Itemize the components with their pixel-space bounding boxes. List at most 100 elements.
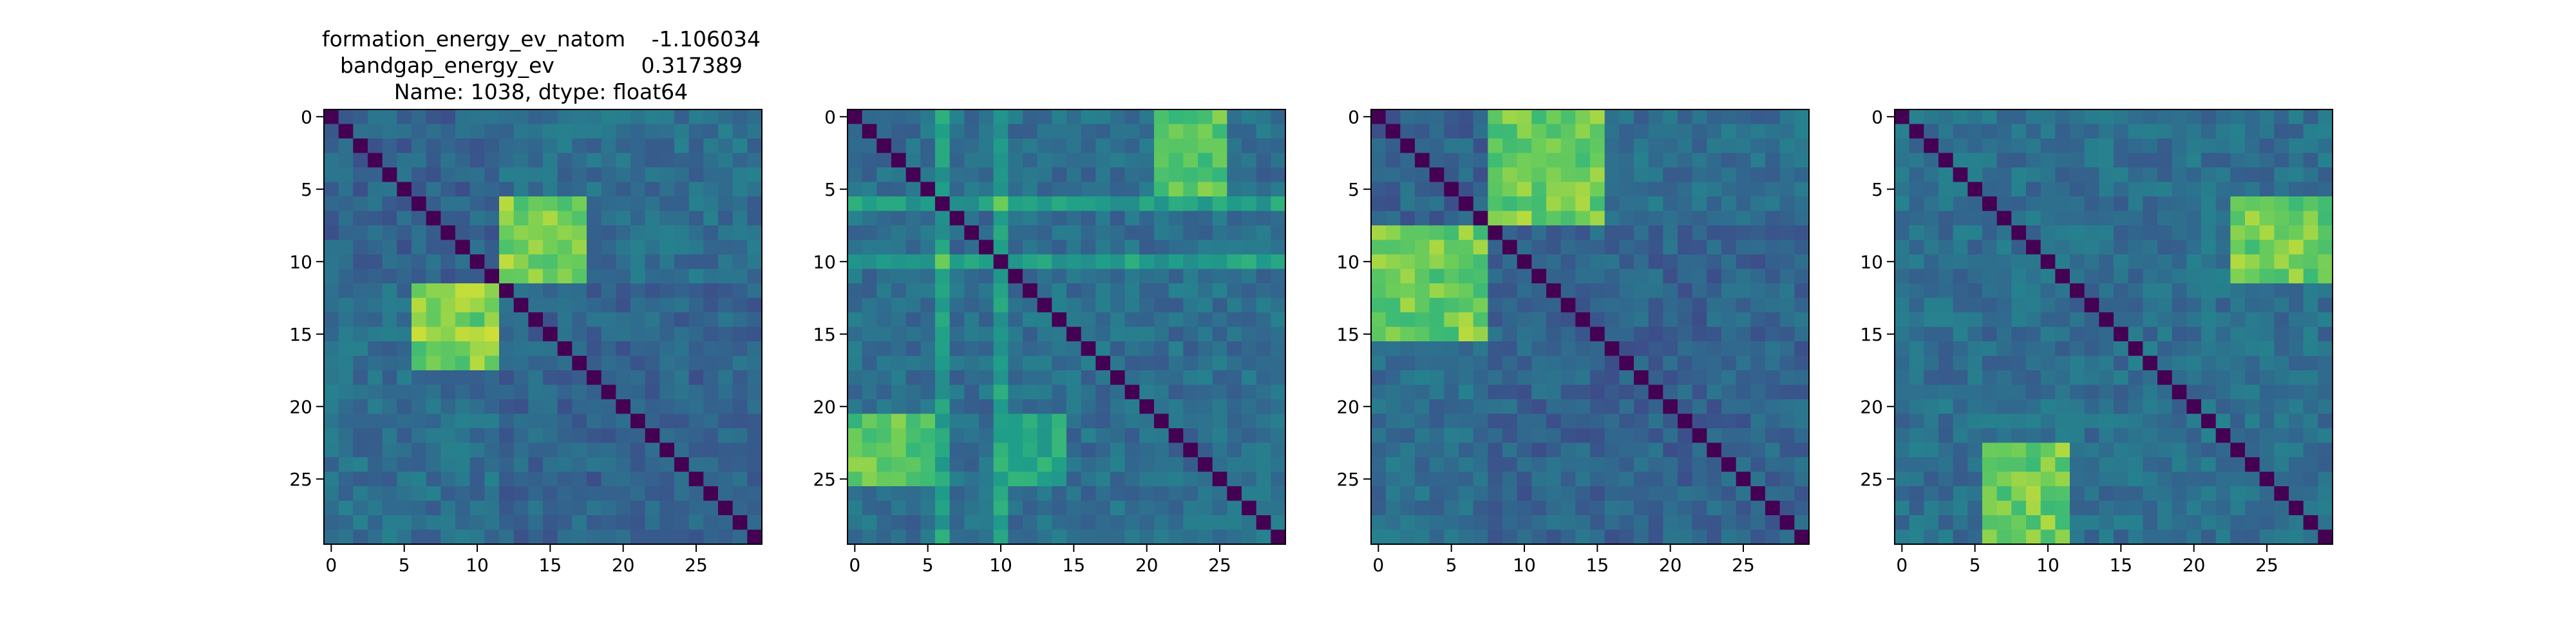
heatmap-cell <box>1604 327 1620 342</box>
heatmap-cell <box>382 240 397 255</box>
heatmap-cell <box>674 254 690 269</box>
heatmap-cell <box>862 211 877 226</box>
heatmap-cell <box>1124 529 1140 545</box>
heatmap-cell <box>513 196 529 211</box>
heatmap-cell <box>1429 153 1444 168</box>
heatmap-cell <box>2318 109 2333 124</box>
heatmap-cell <box>2070 138 2085 153</box>
heatmap-cell <box>368 413 383 429</box>
heatmap-cell <box>1459 138 1474 153</box>
heatmap-cell <box>1692 138 1707 153</box>
heatmap-cell <box>1037 529 1052 545</box>
heatmap-cell <box>1938 298 1954 313</box>
heatmap-cell <box>1154 283 1170 298</box>
heatmap-cell <box>1996 515 2012 530</box>
heatmap-cell <box>2303 457 2318 472</box>
heatmap-cell <box>1575 109 1591 124</box>
heatmap-cell <box>1707 515 1722 530</box>
heatmap-cell <box>1996 500 2012 516</box>
heatmap-cell <box>935 428 951 443</box>
heatmap-cell <box>2289 471 2304 487</box>
heatmap-cell <box>1139 413 1155 429</box>
heatmap-cell <box>2114 428 2129 443</box>
heatmap-cell <box>2215 500 2231 516</box>
heatmap-cell <box>1604 138 1620 153</box>
heatmap-cell <box>469 413 485 429</box>
heatmap-cell <box>587 341 602 356</box>
heatmap-cell <box>1488 225 1503 240</box>
heatmap-cell <box>2026 153 2041 168</box>
heatmap-cell <box>1385 327 1401 342</box>
heatmap-cell <box>1938 515 1954 530</box>
heatmap-cell <box>1560 327 1576 342</box>
heatmap-cell <box>935 211 951 226</box>
heatmap-cell <box>1242 124 1257 139</box>
heatmap-cell <box>1779 413 1795 429</box>
heatmap-cell <box>2157 240 2173 255</box>
heatmap-cell <box>2201 196 2217 211</box>
heatmap-cell <box>732 196 748 211</box>
heatmap-cell <box>2172 413 2187 429</box>
heatmap-cell <box>1678 457 1693 472</box>
heatmap-cell <box>993 240 1009 255</box>
heatmap-cell <box>601 355 616 371</box>
heatmap-cell <box>2084 500 2099 516</box>
heatmap-cell <box>616 457 631 472</box>
heatmap-cell <box>1967 109 1983 124</box>
heatmap-cell <box>993 500 1009 516</box>
heatmap-cell <box>674 529 690 545</box>
heatmap-cell <box>324 384 339 400</box>
heatmap-cell <box>572 370 587 385</box>
heatmap-cell <box>1023 138 1038 153</box>
heatmap-cell <box>1081 486 1096 501</box>
heatmap-cell <box>2011 457 2027 472</box>
heatmap-cell <box>935 515 951 530</box>
heatmap-cell <box>440 327 456 342</box>
heatmap-cell <box>1590 486 1605 501</box>
heatmap-cell <box>1953 240 1968 255</box>
heatmap-cell <box>1590 399 1605 414</box>
heatmap-cell <box>557 124 573 139</box>
heatmap-cell <box>2172 471 2187 487</box>
heatmap-cell <box>1385 138 1401 153</box>
heatmap-cell <box>718 327 734 342</box>
heatmap-cell <box>1095 109 1111 124</box>
heatmap-cell <box>891 370 907 385</box>
heatmap-cell <box>1488 167 1503 182</box>
heatmap-cell <box>1779 109 1795 124</box>
heatmap-cell <box>1212 167 1227 182</box>
heatmap-cell <box>1531 254 1547 269</box>
heatmap-cell <box>353 167 368 182</box>
heatmap-cell <box>2157 153 2173 168</box>
heatmap-cell <box>1779 500 1795 516</box>
heatmap-cell <box>543 384 558 400</box>
heatmap-cell <box>1168 471 1184 487</box>
heatmap-cell <box>935 153 951 168</box>
heatmap-cell <box>1095 399 1111 414</box>
heatmap-cell <box>484 283 500 298</box>
heatmap-cell <box>412 153 427 168</box>
heatmap-cell <box>499 428 515 443</box>
heatmap-cell <box>1663 196 1678 211</box>
heatmap-cell <box>1953 457 1968 472</box>
heatmap-cell <box>1037 225 1052 240</box>
heatmap-cell <box>1139 138 1155 153</box>
heatmap-cell <box>1459 413 1474 429</box>
heatmap-cell <box>601 283 616 298</box>
heatmap-cell <box>528 486 544 501</box>
heatmap-cell <box>1765 370 1781 385</box>
heatmap-cell <box>2201 153 2217 168</box>
heatmap-cell <box>1692 384 1707 400</box>
heatmap-cell <box>630 529 646 545</box>
heatmap-cell <box>862 196 877 211</box>
heatmap-cell <box>1648 298 1663 313</box>
heatmap-cell <box>920 471 936 487</box>
heatmap-cell <box>1052 457 1067 472</box>
heatmap-cell <box>543 138 558 153</box>
heatmap-cell <box>1560 355 1576 371</box>
heatmap-cell <box>616 486 631 501</box>
heatmap-cell <box>993 298 1009 313</box>
heatmap-cell <box>1400 471 1416 487</box>
heatmap-cell <box>920 529 936 545</box>
